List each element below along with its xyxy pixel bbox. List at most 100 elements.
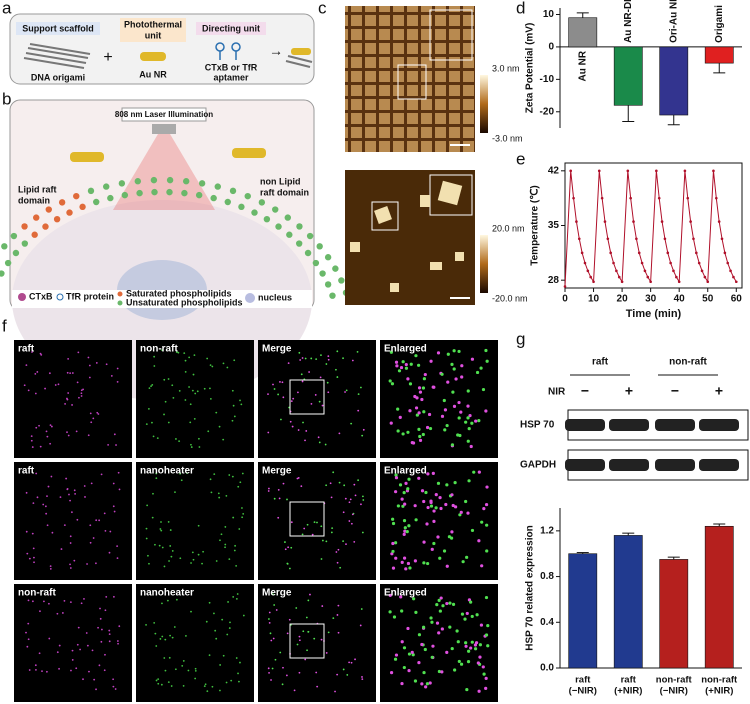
signal-dot [90, 421, 93, 424]
colorbar-label: 3.0 nm [492, 63, 520, 73]
signal-dot [235, 564, 238, 567]
signal-dot [175, 438, 177, 440]
signal-dot [49, 424, 52, 427]
signal-dot [426, 561, 430, 566]
signal-dot [408, 409, 412, 413]
signal-dot [450, 530, 454, 534]
signal-dot [268, 611, 271, 614]
signal-dot [454, 377, 458, 381]
signal-dot [46, 670, 48, 673]
signal-dot [267, 431, 270, 434]
signal-dot [241, 472, 244, 475]
y-axis-title: HSP 70 related expression [525, 525, 536, 650]
signal-dot [295, 607, 298, 609]
lipid-head [286, 231, 293, 238]
point [563, 285, 567, 288]
signal-dot [467, 479, 471, 483]
x-tick-label: (−NIR) [569, 686, 597, 697]
y-tick-label: 10 [543, 9, 555, 20]
signal-dot [281, 381, 284, 384]
signal-dot [163, 413, 165, 416]
signal-dot [391, 541, 395, 546]
signal-dot [349, 498, 352, 501]
signal-dot [402, 519, 407, 523]
signal-dot [327, 358, 330, 361]
bar [613, 46, 643, 106]
signal-dot [417, 386, 422, 390]
micrograph [258, 462, 376, 580]
signal-dot [108, 629, 111, 632]
signal-dot [197, 524, 200, 527]
y-tick-label: 42 [548, 165, 560, 176]
lipid-head [316, 243, 323, 250]
signal-dot [171, 384, 174, 387]
panel-label: g [516, 329, 525, 348]
signal-dot [459, 662, 464, 666]
microscopy-grid: raft non-raft Merge Enlarged raft nanoheater M… [14, 340, 498, 702]
panel-label: c [318, 0, 327, 17]
signal-dot [306, 523, 309, 526]
lipid-head [304, 249, 312, 257]
signal-dot [45, 512, 48, 515]
signal-dot [342, 357, 344, 360]
signal-dot [25, 530, 28, 533]
signal-dot [464, 499, 468, 504]
signal-dot [205, 620, 208, 623]
signal-dot [435, 621, 440, 625]
signal-dot [145, 623, 147, 626]
signal-dot [406, 487, 410, 491]
signal-dot [330, 496, 333, 499]
signal-dot [400, 681, 404, 686]
signal-dot [177, 351, 180, 354]
lipid-head [42, 223, 49, 230]
signal-dot [287, 362, 290, 365]
signal-dot [401, 360, 405, 364]
signal-dot [160, 521, 162, 523]
signal-dot [272, 593, 274, 596]
signal-dot [118, 488, 121, 491]
aptamer-icon [215, 42, 241, 60]
signal-dot [485, 523, 489, 527]
signal-dot [203, 685, 206, 688]
signal-dot [454, 505, 458, 509]
signal-dot [234, 544, 237, 547]
signal-dot [221, 618, 224, 621]
signal-dot [346, 674, 349, 676]
lipid-head [296, 223, 303, 230]
x-tick-label: 10 [588, 294, 600, 305]
signal-dot [145, 423, 148, 426]
signal-dot [470, 528, 475, 533]
signal-dot [35, 668, 37, 671]
signal-dot [69, 535, 72, 538]
signal-dot [348, 520, 351, 522]
legend-box [12, 290, 312, 308]
signal-dot [342, 540, 345, 543]
signal-dot [66, 488, 69, 491]
signal-dot [23, 384, 26, 387]
label: Lipid raft [18, 184, 57, 194]
signal-dot [208, 654, 211, 657]
lipid-head [151, 188, 158, 196]
signal-dot [470, 357, 475, 361]
signal-dot [60, 548, 63, 550]
signal-dot [403, 529, 407, 533]
legend-label: Saturated phospholipids [126, 288, 232, 298]
signal-dot [327, 391, 330, 394]
signal-dot [58, 667, 60, 670]
signal-dot [417, 363, 421, 367]
signal-dot [408, 566, 412, 570]
signal-dot [224, 546, 226, 549]
signal-dot [56, 612, 59, 615]
signal-dot [405, 530, 409, 534]
signal-dot [353, 541, 356, 543]
micrograph [14, 584, 132, 702]
signal-dot [361, 678, 364, 681]
signal-dot [350, 422, 353, 425]
signal-dot [324, 443, 327, 446]
lipid-head [214, 183, 221, 190]
signal-dot [39, 445, 42, 448]
y-tick-label: 0.8 [540, 571, 554, 582]
signal-dot [217, 492, 220, 495]
signal-dot [481, 665, 485, 669]
signal-dot [408, 382, 413, 386]
